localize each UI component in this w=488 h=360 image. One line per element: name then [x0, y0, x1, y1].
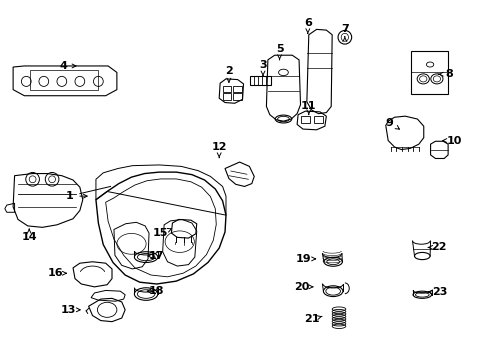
Text: 9: 9	[385, 118, 393, 128]
Bar	[232, 93, 241, 100]
Bar	[222, 86, 231, 93]
Text: 16: 16	[48, 268, 63, 278]
Bar	[410, 51, 447, 94]
Text: 5: 5	[275, 44, 283, 54]
Text: 22: 22	[431, 242, 446, 252]
Bar	[250, 76, 270, 85]
Text: 18: 18	[149, 286, 164, 296]
Text: 3: 3	[259, 59, 266, 69]
Text: 19: 19	[296, 254, 311, 264]
Text: 13: 13	[61, 305, 76, 315]
Text: 1: 1	[65, 191, 73, 201]
Bar	[313, 116, 323, 123]
Text: 20: 20	[294, 282, 309, 292]
Text: 11: 11	[301, 102, 316, 112]
Text: 8: 8	[444, 69, 452, 79]
Text: 21: 21	[304, 314, 319, 324]
Text: 23: 23	[431, 287, 446, 297]
Text: 17: 17	[149, 251, 164, 261]
Bar	[232, 86, 241, 93]
Text: 4: 4	[59, 61, 67, 71]
Bar	[222, 93, 231, 100]
Text: 12: 12	[211, 142, 226, 152]
Text: 14: 14	[21, 232, 37, 242]
Text: 10: 10	[446, 136, 461, 145]
Text: 7: 7	[340, 24, 348, 34]
Text: 15: 15	[153, 228, 168, 238]
Text: 6: 6	[303, 18, 311, 28]
Text: 2: 2	[224, 66, 232, 76]
Bar	[300, 116, 309, 123]
